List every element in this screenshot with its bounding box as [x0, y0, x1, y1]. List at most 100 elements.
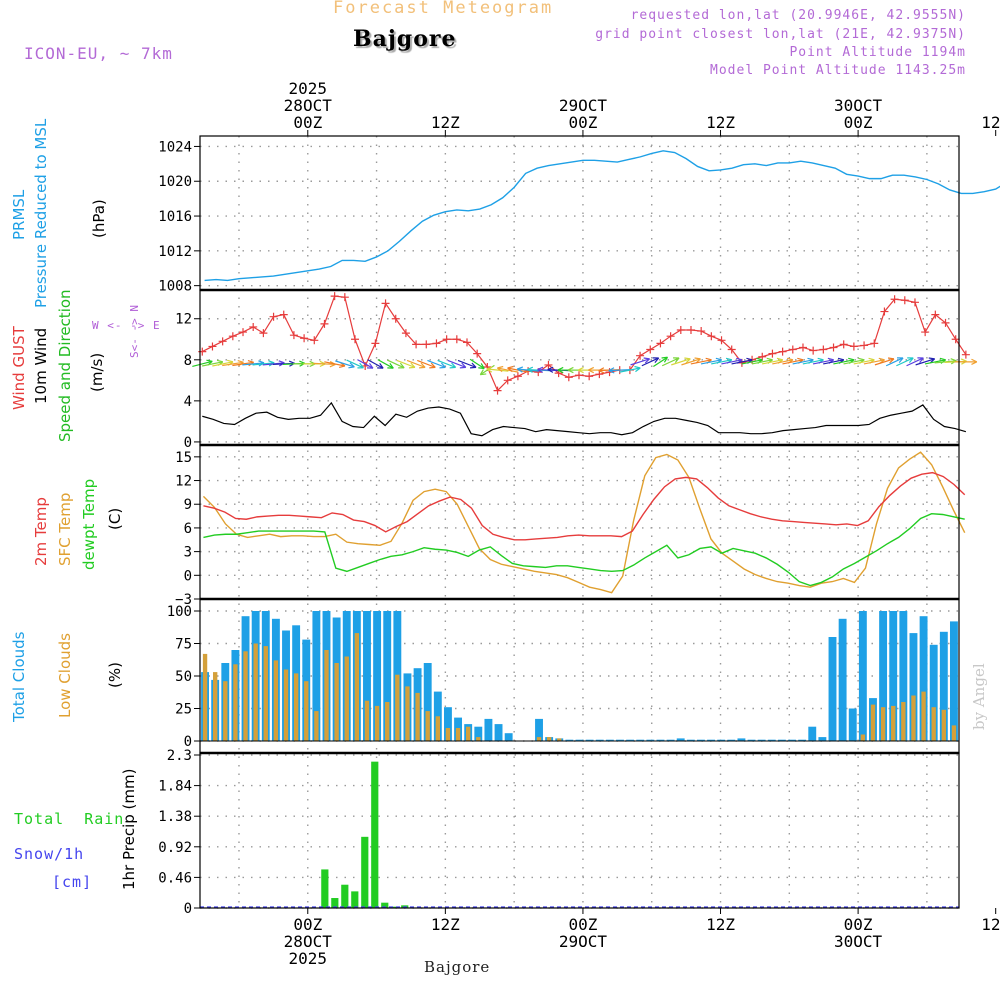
low-cloud-bar — [941, 709, 946, 741]
wind-arrow — [313, 362, 336, 366]
wind-arrow-head — [366, 362, 374, 369]
wind-arrow-head — [377, 362, 384, 369]
wind-arrow — [853, 359, 875, 365]
low-cloud-bar — [931, 707, 936, 741]
point-altitude: Point Altitude 1194m — [789, 45, 966, 60]
total-cloud-bar — [686, 739, 695, 741]
wind-arrow — [802, 359, 824, 365]
pressure-y-tick-label: 1016 — [158, 209, 192, 225]
total-cloud-bar — [383, 611, 392, 741]
total-cloud-bar — [858, 611, 867, 741]
wind-arrow — [447, 359, 467, 368]
low-cloud-bar — [253, 643, 258, 741]
wind-arrow — [222, 361, 244, 367]
total-cloud-bar — [605, 739, 614, 741]
total-cloud-bar — [626, 739, 635, 741]
bottom-time-label: 30OCT — [834, 932, 883, 951]
wind-arrow — [630, 358, 650, 366]
total-cloud-bar — [717, 739, 726, 741]
total-cloud-bar — [666, 739, 675, 741]
wind-arrow-head — [439, 362, 446, 369]
top-time-label: 00Z — [844, 113, 873, 132]
low-cloud-bar — [263, 646, 268, 741]
gust-marker — [697, 327, 706, 336]
wind-arrow — [406, 359, 426, 368]
total-cloud-bar — [747, 739, 756, 741]
gust-marker — [717, 336, 726, 345]
location-title: Bajgore — [353, 26, 457, 52]
wind-arrow-head — [547, 366, 554, 373]
wind-arrow — [192, 360, 213, 368]
total-cloud-bar — [788, 739, 796, 741]
wind-arrow — [232, 361, 254, 367]
wind-arrow — [653, 356, 668, 367]
grid-point-coords: grid point closest lon,lat (21E, 42.9375… — [595, 27, 966, 42]
wind-arrow — [843, 359, 865, 365]
gust-marker — [239, 328, 248, 337]
gust-marker — [269, 312, 278, 321]
sfc-temp-line — [202, 451, 966, 594]
top-time-label: 30OCT — [834, 96, 883, 115]
gust-marker — [320, 319, 329, 328]
low-cloud-bar — [536, 737, 542, 741]
wind-arrow-head — [897, 357, 904, 363]
total-cloud-bar — [312, 611, 321, 741]
gust-marker — [473, 349, 482, 358]
wind-arrow — [721, 359, 743, 365]
top-time-label: 28OCT — [284, 96, 333, 115]
total-cloud-bar — [818, 737, 827, 741]
rain-bar — [331, 898, 339, 908]
total-cloud-bar — [879, 611, 888, 741]
wind-y-tick-label: 4 — [184, 394, 192, 410]
gust-marker — [412, 340, 421, 349]
temp-y-tick-label: −3 — [175, 592, 192, 608]
wind-arrow — [772, 359, 794, 365]
bottom-time-label: 28OCT — [284, 932, 333, 951]
wind-arrow — [741, 359, 763, 365]
wind-arrow-head — [608, 367, 615, 374]
wind-arrow-head — [527, 366, 534, 373]
wind-arrow — [641, 357, 659, 367]
axis-text-layer: 1008101210161020102404812−30369121502550… — [158, 79, 1000, 968]
low-cloud-bar — [314, 711, 319, 741]
wind-arrow — [437, 359, 456, 368]
wind-arrow-head — [887, 357, 895, 364]
total-cloud-bar — [899, 611, 908, 741]
t2m-line — [203, 471, 966, 541]
wind-arrow — [896, 357, 914, 367]
pressure-y-tick-label: 1012 — [158, 244, 192, 260]
total-cloud-bar — [737, 738, 746, 741]
gust-marker — [849, 342, 858, 351]
total-cloud-bar — [848, 708, 857, 741]
total-cloud-bar — [757, 739, 766, 741]
low-cloud-bar — [223, 681, 228, 741]
low-cloud-bar — [293, 673, 299, 741]
content-layer — [192, 150, 1000, 908]
total-cloud-bar — [767, 739, 776, 741]
app-title: Forecast Meteogram — [333, 0, 554, 18]
low-cloud-bar — [334, 663, 339, 741]
gust-marker — [656, 339, 665, 348]
wind-arrow-head — [634, 365, 641, 373]
gust-marker — [676, 326, 685, 335]
wind-arrow-head — [598, 367, 605, 374]
total-cloud-bar — [363, 611, 371, 741]
bottom-time-label: 2025 — [289, 949, 328, 968]
top-time-label: 2025 — [289, 79, 328, 98]
gust-marker — [961, 350, 970, 359]
model-label: ICON-EU, ~ 7km — [24, 44, 173, 63]
gust-marker — [707, 332, 716, 341]
wind-arrow-head — [429, 362, 436, 369]
pressure-y-tick-label: 1020 — [158, 174, 192, 190]
total-cloud-bar — [696, 739, 705, 741]
low-cloud-bar — [921, 691, 926, 741]
bottom-time-label: 29OCT — [559, 932, 608, 951]
wind-y-tick-label: 8 — [184, 353, 192, 369]
wind-arrow — [367, 359, 384, 369]
temp-frame — [199, 444, 960, 600]
low-cloud-bar — [880, 707, 886, 741]
gust-marker — [422, 340, 431, 349]
wind-arrow-head — [661, 356, 669, 363]
snow-unit: [cm] — [52, 873, 93, 891]
